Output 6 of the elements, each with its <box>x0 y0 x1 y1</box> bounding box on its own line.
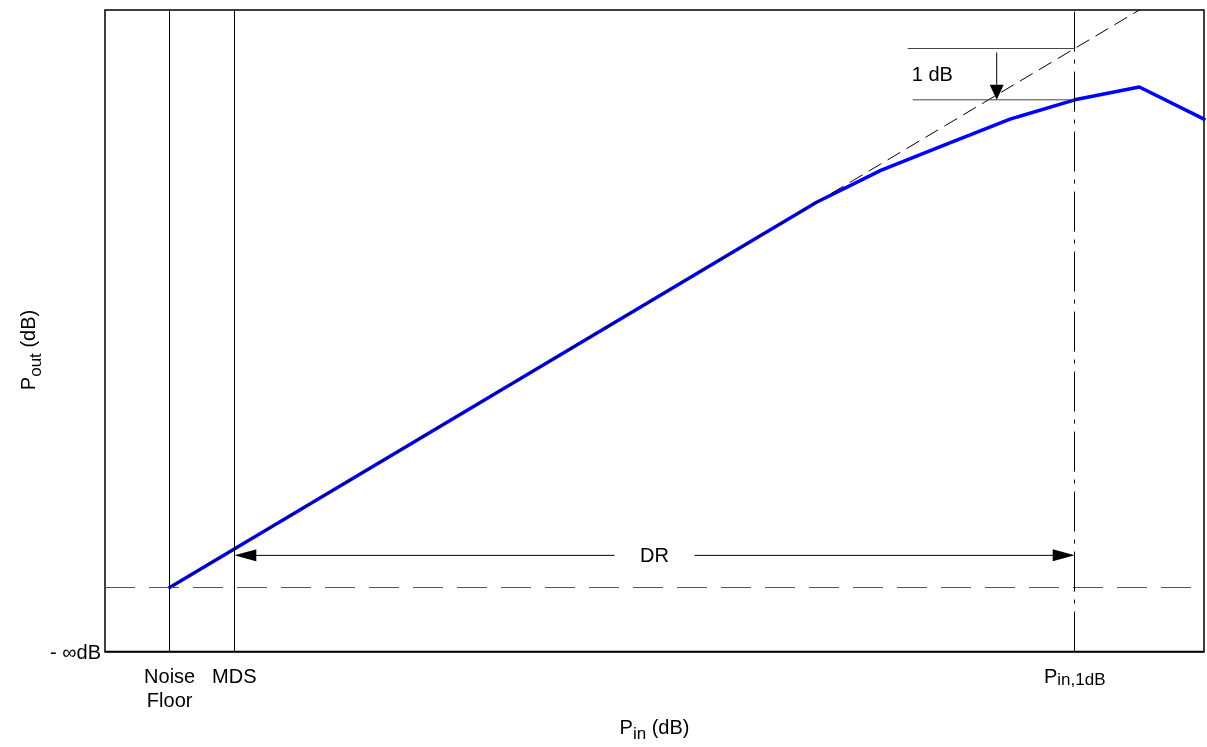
y-axis-title: Pout (dB) <box>17 309 45 391</box>
x-tick-label: Noise Floor <box>144 664 196 711</box>
annotation: DR <box>640 544 669 567</box>
x-tick-label: MDS <box>212 664 257 687</box>
text: - ∞dB <box>50 640 101 663</box>
annotation: 1 dB <box>911 63 953 86</box>
